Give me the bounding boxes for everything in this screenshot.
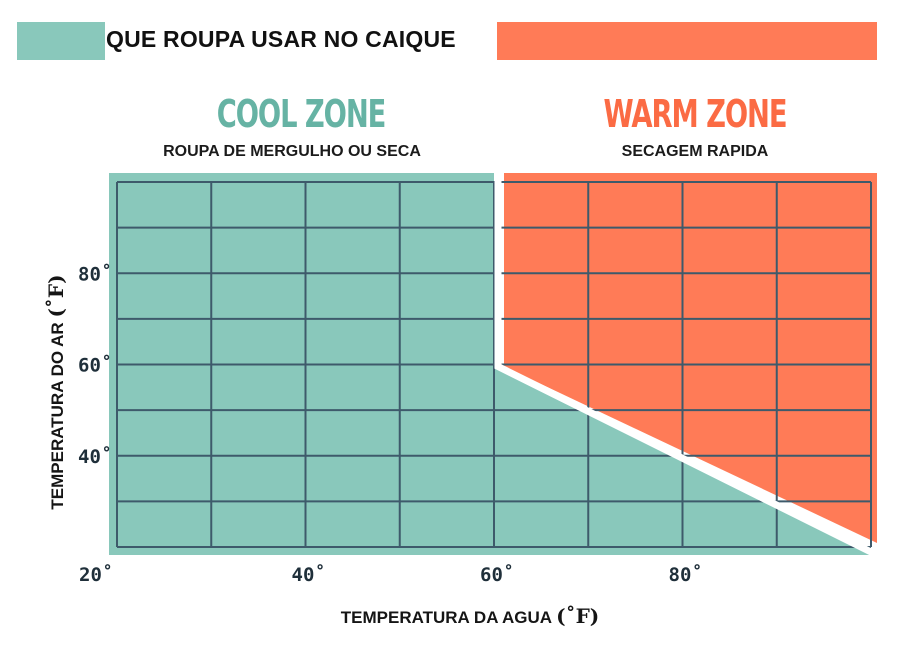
- y-tick-label: 80˚: [78, 262, 112, 285]
- zone-divider-line: [494, 173, 879, 559]
- y-tick-label: 60˚: [78, 354, 112, 377]
- warm-zone-region: [504, 173, 877, 543]
- y-tick-labels: 40˚ 60˚ 80˚: [78, 262, 112, 468]
- page-title: QUE ROUPA USAR NO CAIQUE: [106, 26, 456, 52]
- title-bar-right: [497, 22, 877, 60]
- x-axis-unit: (˚F): [556, 604, 600, 628]
- title-bar-left: [17, 22, 105, 60]
- x-tick-label: 40˚: [292, 563, 326, 586]
- x-axis-label-text: TEMPERATURA DA AGUA: [340, 608, 552, 627]
- grid-lines: [116, 181, 872, 548]
- y-tick-label: 40˚: [78, 445, 112, 468]
- warm-zone-subtitle: SECAGEM RAPIDA: [621, 143, 769, 160]
- x-axis-label: TEMPERATURA DA AGUA (˚F): [300, 604, 640, 628]
- y-axis-unit: (˚F): [44, 274, 68, 318]
- y-axis-label-text: TEMPERATURA DO AR: [48, 322, 67, 510]
- cool-zone-title: COOL ZONE: [216, 92, 387, 136]
- x-tick-labels: 20˚ 40˚ 60˚ 80˚: [79, 563, 703, 586]
- y-axis-label: TEMPERATURA DO AR (˚F): [44, 242, 68, 542]
- cool-zone-subtitle: ROUPA DE MERGULHO OU SECA: [163, 143, 421, 160]
- warm-zone-title: WARM ZONE: [603, 92, 788, 136]
- x-tick-label: 20˚: [79, 563, 113, 586]
- x-tick-label: 60˚: [480, 563, 514, 586]
- x-tick-label: 80˚: [669, 563, 703, 586]
